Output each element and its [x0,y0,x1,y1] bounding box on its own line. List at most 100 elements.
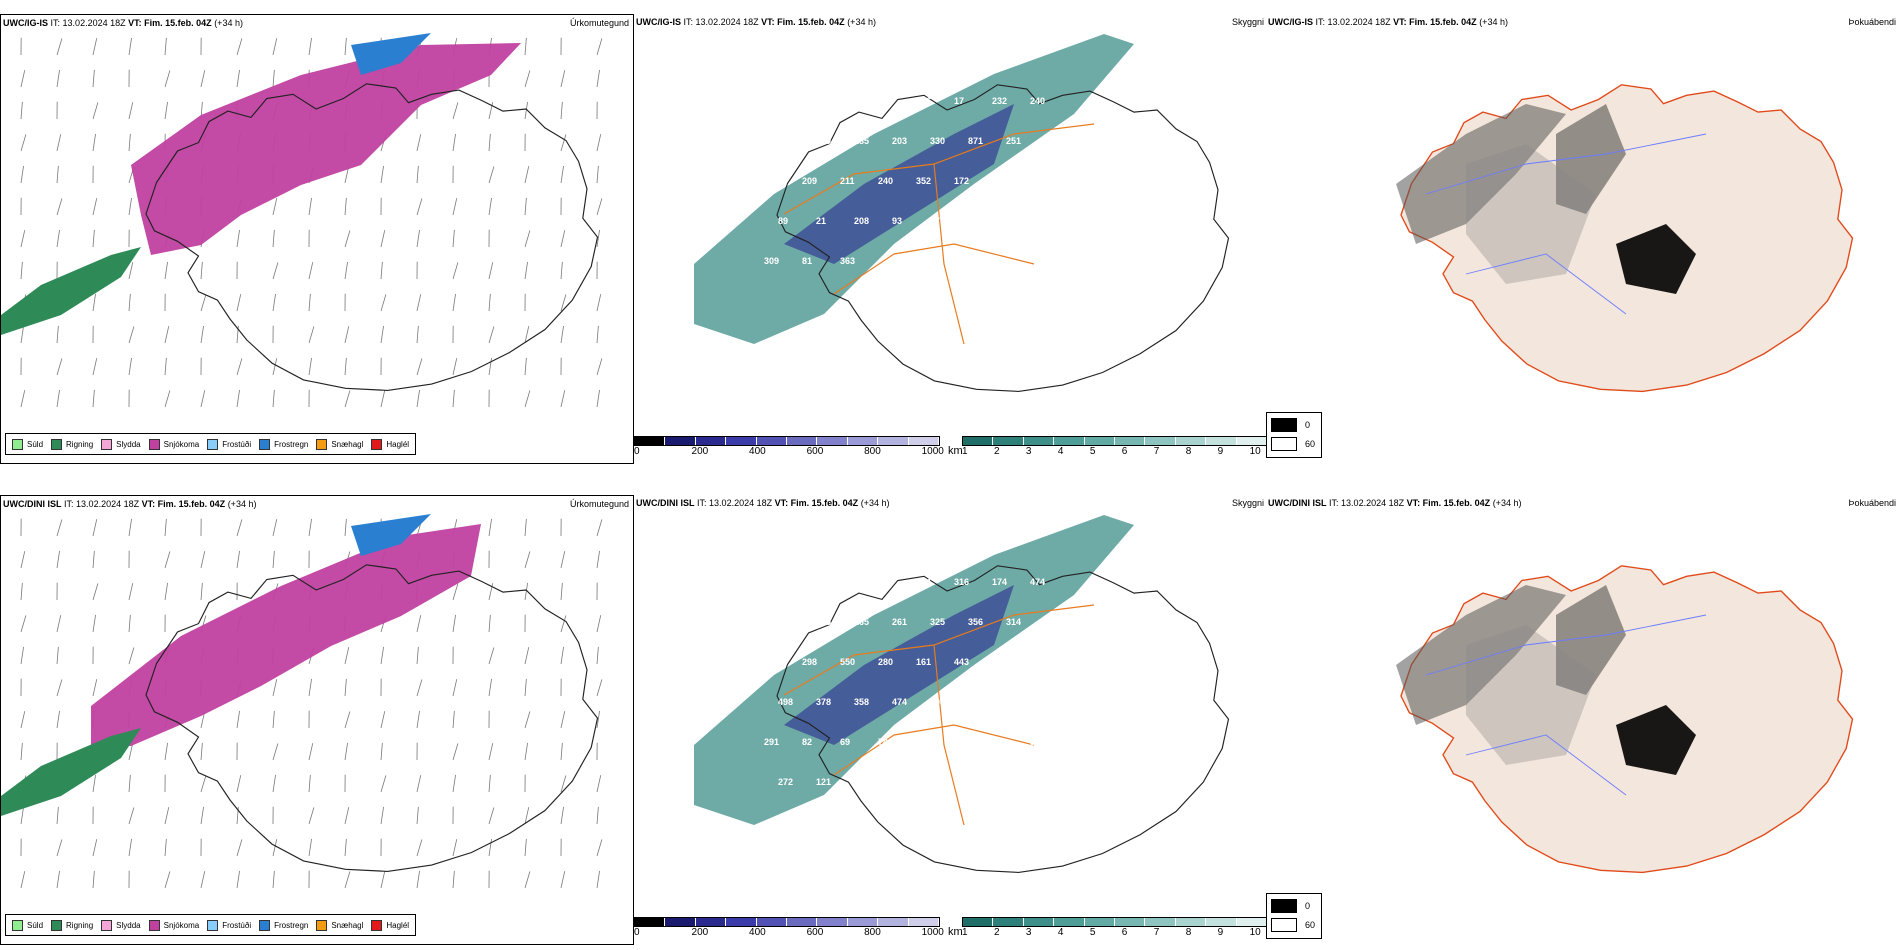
cloud-base-label: 272 [778,777,793,787]
legend-item: Slydda [101,438,141,450]
cloud-base-label: 550 [840,657,855,667]
fog-legend-swatch [1271,899,1297,913]
legend-swatch [259,919,271,931]
precip-map-svg [1,514,603,889]
cloud-base-label: 291 [764,737,779,747]
fog-map-svg [1396,565,1854,874]
scale-step [665,437,696,445]
it-label: IT: [50,18,61,28]
cloud-base-label: 337 [878,96,893,106]
scale-step [635,918,666,926]
cloud-base-label: 309 [764,256,779,266]
scale-step [817,918,848,926]
fog-legend-swatch [1271,918,1297,932]
it-value: 13.02.2024 18Z [62,18,126,28]
legend-label: Haglél [386,920,410,930]
legend-swatch [207,438,219,450]
scale-step [993,437,1024,445]
scale-tick: 4 [1057,446,1064,457]
snowfall-area [131,43,521,255]
vt-label: VT: [128,18,142,28]
panel-title: UWC/DINI ISL IT: 13.02.2024 18Z VT: Fim.… [636,498,889,508]
scale-step [787,918,818,926]
scale-tick: 10 [1249,927,1261,938]
scale-tick: 8 [1185,927,1192,938]
legend-label: Haglél [386,439,410,449]
snowfall-area [91,524,481,746]
low-cloud-area [784,585,1014,745]
legend-item: Haglél [371,438,410,450]
low-cloud-area [784,104,1014,264]
scale-tick: 0 [634,446,640,457]
panel-title: UWC/IG-IS IT: 13.02.2024 18Z VT: Fim. 15… [3,18,243,28]
scale-step [963,918,994,926]
scale-step [1115,918,1146,926]
scale-step [963,437,994,445]
cloud-base-label: 474 [892,697,907,707]
cloud-base-label: 871 [968,136,983,146]
legend-item: Rigning [51,438,93,450]
cloud-base-label: 108 [954,737,969,747]
scale-bar [962,436,1268,446]
legend-item: Snjókoma [148,919,200,931]
visibility-scale: km 1 2 3 4 5 6 7 8 9 10 [948,917,1268,939]
iceland-land [1400,565,1854,874]
fog-legend-row: 60 [1271,437,1317,451]
cloud-base-label: 298 [1044,617,1059,627]
fog-map-svg [1396,84,1854,393]
scale-tick: 200 [691,446,709,457]
panel-title: UWC/DINI ISL IT: 13.02.2024 18Z VT: Fim.… [3,499,256,509]
legend-label: Snæhagl [331,920,364,930]
scale-step [993,918,1024,926]
legend-label: Frostúði [222,920,252,930]
panel-type-title: Skyggni [1231,17,1264,27]
cloud-base-label: 87 [992,737,1002,747]
legend-item: Frostregn [259,919,308,931]
precip-type-map-igis: UWC/IG-IS IT: 13.02.2024 18Z VT: Fim. 15… [0,14,634,464]
scale-step [695,437,727,445]
cloud-base-label: 280 [878,657,893,667]
legend-swatch [316,438,328,450]
legend-swatch [148,438,160,450]
scale-step [665,918,696,926]
fog-index-field [1396,585,1696,775]
cloud-base-label: 316 [954,577,969,587]
cloud-base-label: 211 [840,176,855,186]
cloud-base-label: 358 [854,697,869,707]
lead-time: (+34 h) [1479,17,1508,27]
scale-tick: 1 [962,446,968,457]
rain-area [1,247,141,335]
precip-type-map-dini: UWC/DINI ISL IT: 13.02.2024 18Z VT: Fim.… [0,495,634,945]
cloud-base-scale: m02004006008001000 [634,436,944,458]
legend-label: Slydda [116,920,141,930]
legend-swatch [316,919,328,931]
cloud-base-label: 382 [1044,216,1059,226]
cloud-map-svg: 313 258 245 318 314 316 174 474 282 685 165 261 325 3… [694,515,1230,873]
cloud-base-label: 245 [802,96,817,106]
cloud-base-label: 161 [916,657,931,667]
cloud-base-label: 209 [802,176,817,186]
cloud-base-label: 685 [816,617,831,627]
it-value: 13.02.2024 18Z [695,17,759,27]
scale-step [1023,437,1055,445]
scale-tick: 0 [634,927,640,938]
legend-label: Snjókoma [163,920,200,930]
legend-swatch [51,919,63,931]
road-network [783,123,1095,345]
scale-unit: km [948,926,963,938]
cloud-base-label: 296 [916,96,931,106]
scale-tick: 2 [993,927,1000,938]
legend-item: Súld [12,919,43,931]
scale-step [908,437,940,445]
legend-label: Súld [27,439,44,449]
precip-legend: Súld Rigning Slydda Snjókoma Frostúði Frostre… [5,433,417,455]
scale-step [635,437,666,445]
cloud-base-label: 232 [992,96,1007,106]
fog-legend-label: 0 [1305,420,1311,430]
it-value: 13.02.2024 18Z [1341,498,1405,508]
cloud-base-label: 402 [1006,697,1021,707]
scale-step [1084,918,1116,926]
cloud-base-label: 240 [878,176,893,186]
vt-label: VT: [1393,17,1407,27]
lead-time: (+34 h) [214,18,243,28]
